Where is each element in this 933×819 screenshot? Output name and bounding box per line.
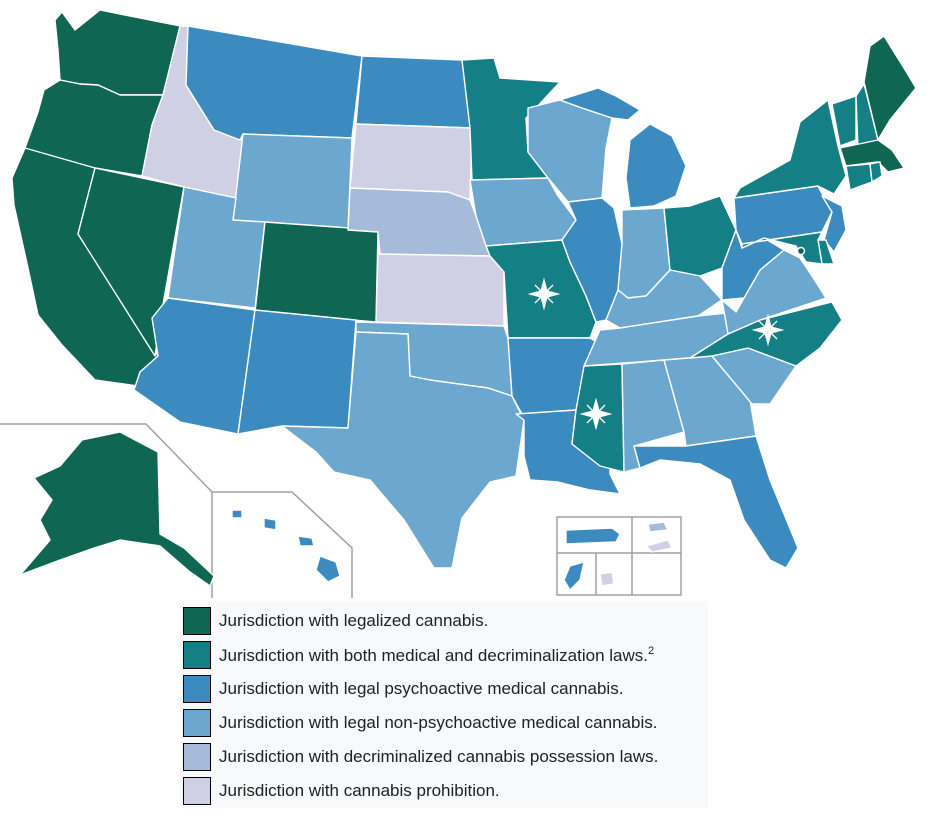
legend-label: Jurisdiction with decriminalized cannabi…	[219, 747, 659, 766]
legend-item: Jurisdiction with legal non-psychoactive…	[183, 706, 657, 740]
state-IL	[561, 197, 623, 323]
state-DC	[796, 246, 806, 256]
territory-MP	[599, 571, 615, 587]
legend-label: Jurisdiction with legalized cannabis.	[219, 611, 489, 630]
legend-item: Jurisdiction with cannabis prohibition.	[183, 774, 500, 808]
territory-VI	[647, 521, 669, 533]
territory-PR	[565, 527, 621, 545]
map-legend: Jurisdiction with legalized cannabis. Jur…	[180, 601, 708, 808]
star-icon	[751, 313, 785, 347]
legend-swatch	[183, 641, 211, 669]
star-icon-north-carolina	[751, 313, 785, 347]
star-icon	[579, 397, 613, 431]
legend-item: Jurisdiction with both medical and decri…	[183, 638, 654, 672]
state-MI	[625, 123, 687, 209]
star-icon-mississippi	[579, 397, 613, 431]
legend-swatch	[183, 709, 211, 737]
state-NJ	[821, 195, 847, 253]
legend-item: Jurisdiction with legalized cannabis.	[183, 604, 488, 638]
state-CO	[254, 221, 379, 323]
state-CT	[845, 163, 873, 191]
state-MI-upper	[559, 87, 641, 121]
legend-label: Jurisdiction with legal non-psychoactive…	[219, 713, 658, 732]
legend-footnote-marker[interactable]: 2	[647, 644, 655, 657]
legend-label: Jurisdiction with cannabis prohibition.	[219, 781, 500, 800]
star-icon	[527, 277, 561, 311]
legend-label: Jurisdiction with both medical and decri…	[219, 644, 655, 665]
state-AZ	[133, 297, 256, 435]
territory-AS	[645, 539, 673, 553]
state-NM	[237, 309, 357, 435]
hawaii-inset-frame	[212, 491, 353, 598]
legend-item: Jurisdiction with legal psychoactive med…	[183, 672, 623, 706]
legend-label: Jurisdiction with legal psychoactive med…	[219, 679, 624, 698]
legend-item: Jurisdiction with decriminalized cannabi…	[183, 740, 658, 774]
state-WY	[232, 133, 353, 231]
state-RI	[869, 161, 883, 183]
legend-swatch	[183, 675, 211, 703]
state-ND	[355, 55, 473, 129]
legend-swatch	[183, 743, 211, 771]
state-NY	[733, 99, 847, 199]
state-ME	[863, 35, 917, 141]
territory-GU	[563, 561, 585, 591]
state-MT	[185, 25, 363, 141]
state-HI-kauai	[231, 509, 243, 519]
state-MD	[741, 231, 823, 265]
state-MN	[461, 57, 561, 181]
state-KS	[375, 253, 505, 327]
state-FL	[633, 435, 799, 569]
state-HI-maui	[297, 535, 315, 547]
state-TX	[281, 331, 525, 569]
star-icon-missouri	[527, 277, 561, 311]
state-HI-big	[315, 555, 341, 583]
state-AK	[19, 431, 215, 587]
legend-swatch	[183, 607, 211, 635]
legend-swatch	[183, 777, 211, 805]
us-cannabis-map	[0, 9, 917, 598]
alaska-inset-frame	[0, 423, 213, 598]
territories-inset-frame	[556, 516, 682, 596]
state-VT	[831, 95, 857, 147]
state-HI-oahu	[263, 517, 277, 531]
